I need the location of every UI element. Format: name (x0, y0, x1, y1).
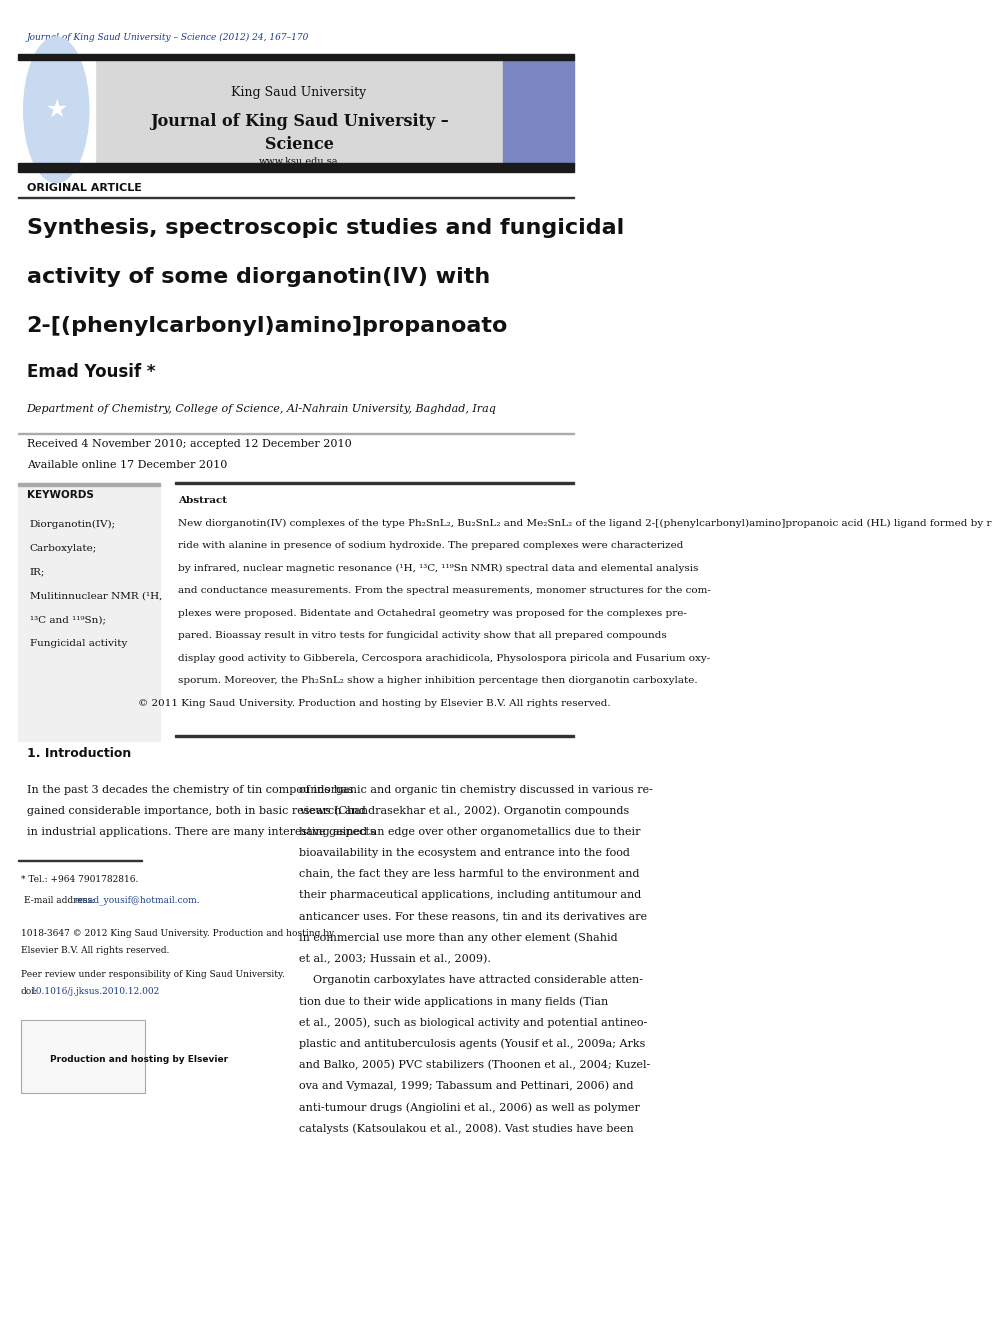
Bar (18, 197, 574, 198)
Text: doi:: doi: (21, 987, 38, 996)
Text: gained considerable importance, both in basic research and: gained considerable importance, both in … (27, 806, 365, 816)
Text: 1. Introduction: 1. Introduction (27, 747, 131, 761)
Text: emad_yousif@hotmail.com.: emad_yousif@hotmail.com. (74, 896, 200, 905)
Text: E-mail address:: E-mail address: (24, 896, 98, 905)
Text: Carboxylate;: Carboxylate; (30, 544, 97, 553)
Text: anticancer uses. For these reasons, tin and its derivatives are: anticancer uses. For these reasons, tin … (299, 912, 647, 922)
Text: Journal of King Saud University –: Journal of King Saud University – (150, 114, 448, 130)
Text: ¹³C and ¹¹⁹Sn);: ¹³C and ¹¹⁹Sn); (30, 615, 105, 624)
Text: sporum. Moreover, the Ph₂SnL₂ show a higher inhibition percentage then diorganot: sporum. Moreover, the Ph₂SnL₂ show a hig… (178, 676, 697, 685)
Text: Department of Chemistry, College of Science, Al-Nahrain University, Baghdad, Ira: Department of Chemistry, College of Scie… (27, 404, 497, 414)
Bar (18, 483, 160, 741)
Text: ova and Vymazal, 1999; Tabassum and Pettinari, 2006) and: ova and Vymazal, 1999; Tabassum and Pett… (299, 1081, 634, 1091)
Bar (18, 163, 574, 172)
Text: Received 4 November 2010; accepted 12 December 2010: Received 4 November 2010; accepted 12 De… (27, 439, 351, 450)
Text: have gained an edge over other organometallics due to their: have gained an edge over other organomet… (299, 827, 641, 837)
Text: Diorganotin(IV);: Diorganotin(IV); (30, 520, 116, 529)
Text: their pharmaceutical applications, including antitumour and: their pharmaceutical applications, inclu… (299, 890, 641, 901)
Text: * Tel.: +964 7901782816.: * Tel.: +964 7901782816. (21, 875, 138, 884)
Text: © 2011 King Saud University. Production and hosting by Elsevier B.V. All rights : © 2011 King Saud University. Production … (138, 699, 611, 708)
Text: In the past 3 decades the chemistry of tin compounds has: In the past 3 decades the chemistry of t… (27, 785, 353, 795)
Text: Journal of King Saud University – Science (2012) 24, 167–170: Journal of King Saud University – Scienc… (27, 33, 310, 42)
Text: Elsevier B.V. All rights reserved.: Elsevier B.V. All rights reserved. (21, 946, 169, 955)
Text: activity of some diorganotin(IV) with: activity of some diorganotin(IV) with (27, 267, 490, 287)
Bar (21, 1020, 145, 1093)
Text: ride with alanine in presence of sodium hydroxide. The prepared complexes were c: ride with alanine in presence of sodium … (178, 541, 683, 550)
Text: of inorganic and organic tin chemistry discussed in various re-: of inorganic and organic tin chemistry d… (299, 785, 653, 795)
Bar (18, 483, 160, 486)
Text: Mulitinnuclear NMR (¹H,: Mulitinnuclear NMR (¹H, (30, 591, 162, 601)
Text: Production and hosting by Elsevier: Production and hosting by Elsevier (51, 1056, 228, 1064)
Circle shape (24, 37, 89, 183)
Text: 1018-3647 © 2012 King Saud University. Production and hosting by: 1018-3647 © 2012 King Saud University. P… (21, 929, 334, 938)
Text: ★: ★ (45, 98, 67, 122)
Text: 10.1016/j.jksus.2010.12.002: 10.1016/j.jksus.2010.12.002 (32, 987, 161, 996)
Bar (18, 54, 574, 60)
Text: www.sciencedirect.com: www.sciencedirect.com (240, 167, 357, 175)
Text: in commercial use more than any other element (Shahid: in commercial use more than any other el… (299, 933, 618, 943)
Text: New diorganotin(IV) complexes of the type Ph₂SnL₂, Bu₂SnL₂ and Me₂SnL₂ of the li: New diorganotin(IV) complexes of the typ… (178, 519, 992, 528)
Bar (175, 734, 574, 737)
Text: views (Chandrasekhar et al., 2002). Organotin compounds: views (Chandrasekhar et al., 2002). Orga… (299, 806, 629, 816)
Text: Synthesis, spectroscopic studies and fungicidal: Synthesis, spectroscopic studies and fun… (27, 218, 624, 238)
Text: 2-[(phenylcarbonyl)amino]propanoato: 2-[(phenylcarbonyl)amino]propanoato (27, 316, 508, 336)
Text: Peer review under responsibility of King Saud University.: Peer review under responsibility of King… (21, 970, 285, 979)
Text: tion due to their wide applications in many fields (Tian: tion due to their wide applications in m… (299, 996, 608, 1007)
Text: in industrial applications. There are many interesting aspects: in industrial applications. There are ma… (27, 827, 375, 837)
Text: display good activity to Gibberela, Cercospora arachidicola, Physolospora pirico: display good activity to Gibberela, Cerc… (178, 654, 710, 663)
Bar (503, 60, 574, 165)
Text: Emad Yousif *: Emad Yousif * (27, 363, 155, 381)
Text: pared. Bioassay result in vitro tests for fungicidal activity show that all prep: pared. Bioassay result in vitro tests fo… (178, 631, 667, 640)
Text: Available online 17 December 2010: Available online 17 December 2010 (27, 460, 227, 471)
Text: plastic and antituberculosis agents (Yousif et al., 2009a; Arks: plastic and antituberculosis agents (You… (299, 1039, 646, 1049)
Text: and conductance measurements. From the spectral measurements, monomer structures: and conductance measurements. From the s… (178, 586, 710, 595)
Text: anti-tumour drugs (Angiolini et al., 2006) as well as polymer: anti-tumour drugs (Angiolini et al., 200… (299, 1102, 640, 1113)
Text: Science: Science (265, 136, 333, 152)
Bar (95, 60, 503, 165)
Text: ORIGINAL ARTICLE: ORIGINAL ARTICLE (27, 183, 142, 193)
Bar (18, 60, 95, 165)
Text: Fungicidal activity: Fungicidal activity (30, 639, 127, 648)
Text: by infrared, nuclear magnetic resonance (¹H, ¹³C, ¹¹⁹Sn NMR) spectral data and e: by infrared, nuclear magnetic resonance … (178, 564, 698, 573)
Text: et al., 2005), such as biological activity and potential antineo-: et al., 2005), such as biological activi… (299, 1017, 648, 1028)
Text: Abstract: Abstract (178, 496, 234, 505)
Text: catalysts (Katsoulakou et al., 2008). Vast studies have been: catalysts (Katsoulakou et al., 2008). Va… (299, 1123, 634, 1134)
Bar (175, 482, 574, 484)
Text: King Saud University: King Saud University (231, 86, 367, 99)
Text: chain, the fact they are less harmful to the environment and: chain, the fact they are less harmful to… (299, 869, 640, 880)
Text: IR;: IR; (30, 568, 45, 577)
Text: Organotin carboxylates have attracted considerable atten-: Organotin carboxylates have attracted co… (299, 975, 643, 986)
Text: bioavailability in the ecosystem and entrance into the food: bioavailability in the ecosystem and ent… (299, 848, 630, 859)
Text: and Balko, 2005) PVC stabilizers (Thoonen et al., 2004; Kuzel-: and Balko, 2005) PVC stabilizers (Thoone… (299, 1060, 651, 1070)
Text: plexes were proposed. Bidentate and Octahedral geometry was proposed for the com: plexes were proposed. Bidentate and Octa… (178, 609, 686, 618)
Text: et al., 2003; Hussain et al., 2009).: et al., 2003; Hussain et al., 2009). (299, 954, 491, 964)
Text: www.ksu.edu.sa: www.ksu.edu.sa (259, 157, 339, 165)
Text: KEYWORDS: KEYWORDS (27, 490, 93, 500)
